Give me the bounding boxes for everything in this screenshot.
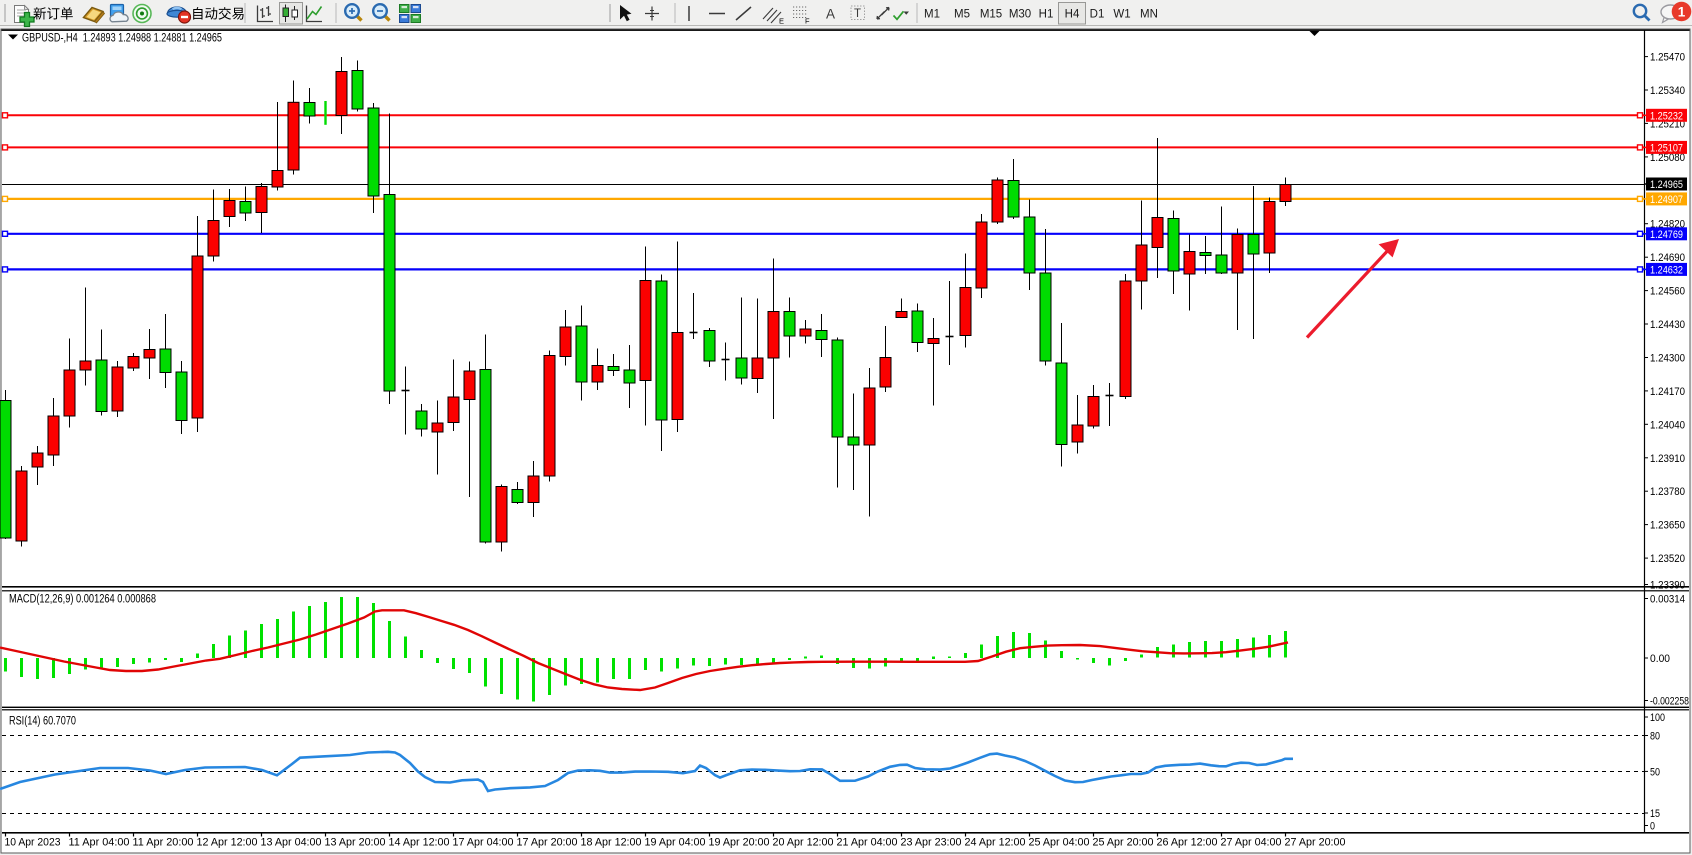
svg-text:1.24040: 1.24040 bbox=[1650, 419, 1685, 431]
svg-text:T: T bbox=[854, 8, 861, 20]
svg-text:MN: MN bbox=[1140, 9, 1158, 21]
svg-text:1.24907: 1.24907 bbox=[1650, 194, 1683, 206]
svg-text:MACD(12,26,9) 0.001264 0.00086: MACD(12,26,9) 0.001264 0.000868 bbox=[9, 594, 156, 606]
svg-text:11 Apr 04:00: 11 Apr 04:00 bbox=[69, 837, 130, 849]
svg-text:W1: W1 bbox=[1113, 9, 1130, 21]
svg-text:20 Apr 12:00: 20 Apr 12:00 bbox=[773, 837, 834, 849]
svg-text:1.24769: 1.24769 bbox=[1650, 229, 1683, 241]
svg-text:0.00: 0.00 bbox=[1650, 653, 1670, 665]
svg-text:11 Apr 20:00: 11 Apr 20:00 bbox=[133, 837, 194, 849]
svg-text:1.24300: 1.24300 bbox=[1650, 353, 1685, 365]
svg-text:-0.002258: -0.002258 bbox=[1650, 696, 1689, 708]
svg-text:10 Apr 2023: 10 Apr 2023 bbox=[5, 837, 61, 849]
svg-text:1.25080: 1.25080 bbox=[1650, 152, 1685, 164]
svg-text:1.23650: 1.23650 bbox=[1650, 520, 1685, 532]
svg-text:1.23520: 1.23520 bbox=[1650, 553, 1685, 565]
svg-text:1.25210: 1.25210 bbox=[1650, 118, 1685, 130]
svg-text:M1: M1 bbox=[924, 9, 940, 21]
svg-text:26 Apr 12:00: 26 Apr 12:00 bbox=[1157, 837, 1218, 849]
svg-text:1.24632: 1.24632 bbox=[1650, 264, 1683, 276]
svg-text:15: 15 bbox=[1650, 808, 1660, 820]
svg-text:18 Apr 12:00: 18 Apr 12:00 bbox=[581, 837, 642, 849]
svg-text:A: A bbox=[826, 7, 835, 22]
svg-text:D1: D1 bbox=[1090, 9, 1105, 21]
svg-text:25 Apr 04:00: 25 Apr 04:00 bbox=[1029, 837, 1090, 849]
svg-text:13 Apr 20:00: 13 Apr 20:00 bbox=[325, 837, 386, 849]
svg-text:M15: M15 bbox=[980, 9, 1002, 21]
svg-text:23 Apr 23:00: 23 Apr 23:00 bbox=[901, 837, 962, 849]
svg-text:1.24170: 1.24170 bbox=[1650, 386, 1685, 398]
svg-text:27 Apr 04:00: 27 Apr 04:00 bbox=[1221, 837, 1282, 849]
svg-text:1.24965: 1.24965 bbox=[1650, 179, 1683, 191]
svg-text:M30: M30 bbox=[1009, 9, 1031, 21]
svg-text:F: F bbox=[805, 17, 810, 26]
svg-text:12 Apr 12:00: 12 Apr 12:00 bbox=[197, 837, 258, 849]
svg-text:1.23780: 1.23780 bbox=[1650, 486, 1685, 498]
svg-text:1.23390: 1.23390 bbox=[1650, 580, 1685, 592]
svg-text:RSI(14) 60.7070: RSI(14) 60.7070 bbox=[9, 716, 76, 728]
svg-text:17 Apr 04:00: 17 Apr 04:00 bbox=[453, 837, 514, 849]
svg-text:1.24560: 1.24560 bbox=[1650, 286, 1685, 298]
svg-text:17 Apr 20:00: 17 Apr 20:00 bbox=[517, 837, 578, 849]
svg-text:1.25107: 1.25107 bbox=[1650, 142, 1683, 154]
svg-text:21 Apr 04:00: 21 Apr 04:00 bbox=[837, 837, 898, 849]
svg-text:19 Apr 04:00: 19 Apr 04:00 bbox=[645, 837, 706, 849]
svg-text:1.25340: 1.25340 bbox=[1650, 85, 1685, 97]
svg-text:19 Apr 20:00: 19 Apr 20:00 bbox=[709, 837, 770, 849]
svg-text:27 Apr 20:00: 27 Apr 20:00 bbox=[1285, 837, 1346, 849]
svg-text:0.00314: 0.00314 bbox=[1650, 594, 1685, 606]
svg-text:25 Apr 20:00: 25 Apr 20:00 bbox=[1093, 837, 1154, 849]
svg-text:H4: H4 bbox=[1065, 9, 1080, 21]
svg-text:1.23910: 1.23910 bbox=[1650, 453, 1685, 465]
svg-text:M5: M5 bbox=[954, 9, 970, 21]
svg-text:80: 80 bbox=[1650, 731, 1660, 743]
svg-text:24 Apr 12:00: 24 Apr 12:00 bbox=[965, 837, 1026, 849]
svg-text:H1: H1 bbox=[1039, 9, 1054, 21]
svg-text:0: 0 bbox=[1650, 821, 1655, 833]
svg-text:1.25232: 1.25232 bbox=[1650, 110, 1683, 122]
svg-text:E: E bbox=[779, 17, 784, 26]
svg-text:GBPUSD-,H4 1.24893 1.24988 1.: GBPUSD-,H4 1.24893 1.24988 1.24881 1.249… bbox=[22, 33, 222, 45]
svg-text:14 Apr 12:00: 14 Apr 12:00 bbox=[389, 837, 450, 849]
svg-text:1: 1 bbox=[1678, 4, 1686, 19]
svg-text:1.24690: 1.24690 bbox=[1650, 252, 1685, 264]
svg-text:50: 50 bbox=[1650, 766, 1660, 778]
svg-text:1.24430: 1.24430 bbox=[1650, 319, 1685, 331]
svg-text:13 Apr 04:00: 13 Apr 04:00 bbox=[261, 837, 322, 849]
svg-text:1.25470: 1.25470 bbox=[1650, 52, 1685, 64]
svg-text:100: 100 bbox=[1650, 712, 1665, 724]
